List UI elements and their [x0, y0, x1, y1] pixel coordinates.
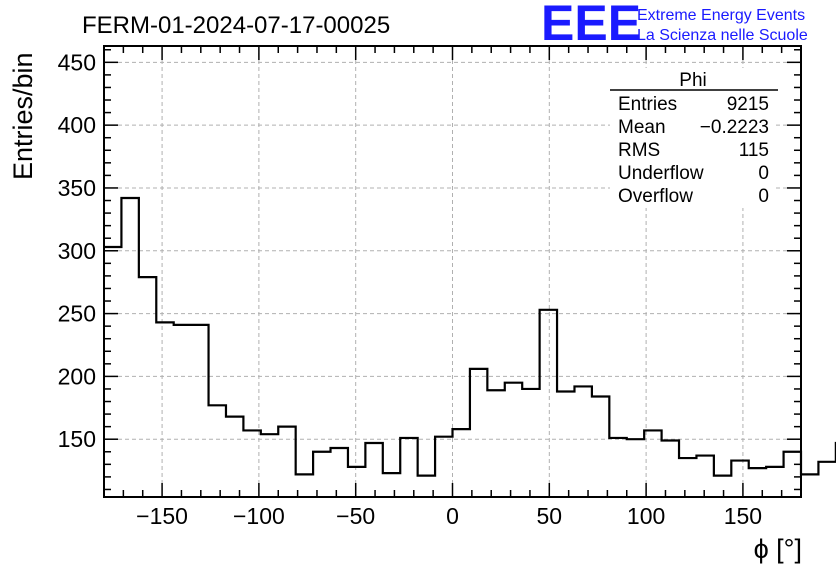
stats-label-overflow: Overflow: [618, 186, 693, 207]
y-tick-label: 400: [58, 112, 96, 138]
stats-background: [610, 68, 776, 208]
y-tick-label: 250: [58, 301, 96, 327]
x-tick-label: 0: [446, 503, 459, 529]
stats-label-underflow: Underflow: [618, 163, 704, 184]
stats-value-mean: −0.2223: [700, 117, 769, 138]
logo-line-1: Extreme Energy Events: [637, 7, 805, 24]
axis-ticks: [103, 46, 802, 497]
stats-value-rms: 115: [739, 140, 769, 161]
stats-value-underflow: 0: [758, 163, 769, 184]
chart-title: FERM-01-2024-07-17-00025: [82, 12, 390, 39]
y-tick-label: 150: [58, 426, 96, 452]
logo-line-2: La Scienza nelle Scuole: [637, 27, 808, 44]
x-tick-label: −150: [136, 503, 188, 529]
logo-mark: EEE: [541, 0, 641, 51]
y-tick-label: 350: [58, 175, 96, 201]
y-tick-labels: 150 200 250 300 350 400 450: [58, 49, 96, 452]
y-tick-label: 200: [58, 363, 96, 389]
eee-logo: EEE Extreme Energy Events La Scienza nel…: [541, 0, 808, 51]
x-axis-title: ϕ [°]: [754, 534, 802, 564]
stats-label-rms: RMS: [618, 140, 660, 161]
grid-lines: [104, 46, 801, 497]
stats-value-overflow: 0: [758, 186, 769, 207]
x-tick-labels: −150 −100 −50 0 50 100 150: [136, 503, 762, 529]
histogram-line: [104, 196, 836, 477]
x-tick-label: 150: [724, 503, 762, 529]
stats-header: Phi: [679, 70, 706, 91]
y-axis-title: Entries/bin: [8, 52, 38, 180]
y-tick-label: 300: [58, 238, 96, 264]
y-tick-label: 450: [58, 49, 96, 75]
stats-label-entries: Entries: [618, 94, 677, 115]
x-tick-label: −100: [233, 503, 285, 529]
x-tick-label: −50: [336, 503, 375, 529]
x-tick-label: 50: [537, 503, 563, 529]
stats-box: Phi Entries 9215 Mean −0.2223 RMS 115 Un…: [610, 68, 778, 208]
x-tick-label: 100: [627, 503, 665, 529]
stats-value-entries: 9215: [727, 94, 769, 115]
stats-label-mean: Mean: [618, 117, 666, 138]
